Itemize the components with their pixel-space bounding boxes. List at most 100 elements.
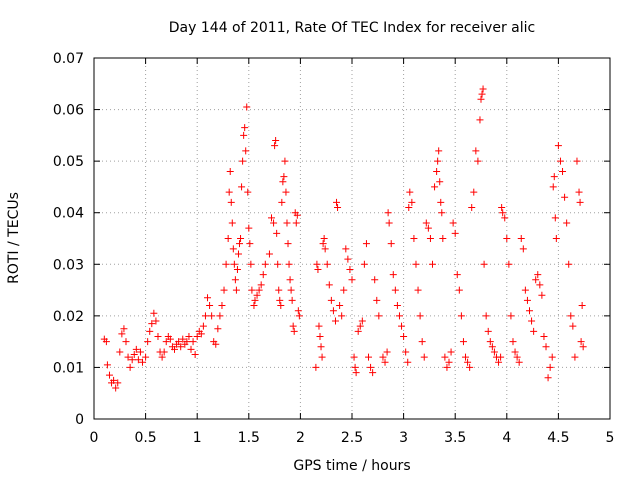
data-point: [501, 214, 509, 222]
data-point: [193, 332, 201, 340]
data-point: [245, 224, 253, 232]
y-tick-label: 0.04: [53, 206, 84, 222]
data-point: [385, 219, 393, 227]
data-point: [214, 325, 222, 333]
data-point: [270, 219, 278, 227]
data-point: [146, 327, 154, 335]
data-point: [312, 363, 320, 371]
data-point: [333, 198, 341, 206]
data-point: [497, 353, 505, 361]
data-point: [255, 286, 263, 294]
data-point: [160, 348, 168, 356]
data-point: [455, 286, 463, 294]
data-point: [103, 361, 111, 369]
data-point: [420, 353, 428, 361]
data-point: [228, 219, 236, 227]
data-point: [281, 157, 289, 165]
data-point: [244, 188, 252, 196]
data-point: [441, 353, 449, 361]
x-tick-label: 2: [296, 430, 305, 446]
data-point: [540, 332, 548, 340]
data-point: [459, 338, 467, 346]
data-point: [453, 271, 461, 279]
data-point: [369, 369, 377, 377]
data-point: [470, 188, 478, 196]
data-point: [476, 116, 484, 124]
data-point: [559, 167, 567, 175]
data-point: [565, 260, 573, 268]
data-point: [206, 302, 214, 310]
data-point: [114, 379, 122, 387]
data-point: [422, 219, 430, 227]
data-point: [348, 276, 356, 284]
data-point: [346, 265, 354, 273]
data-point: [112, 384, 120, 392]
data-point: [276, 296, 284, 304]
data-point: [548, 353, 556, 361]
data-point: [144, 338, 152, 346]
data-point: [499, 209, 507, 217]
grid: [94, 58, 610, 419]
axis-ticks: 0 0.5 1 1.5 2 2.5 3 3.5 4 4.5 5 0 0.01 0.02 0.03 0.04 0.…: [53, 51, 615, 446]
data-point: [579, 343, 587, 351]
data-point: [170, 345, 178, 353]
data-point: [336, 302, 344, 310]
data-point: [521, 286, 529, 294]
data-point: [139, 358, 147, 366]
data-point: [272, 137, 280, 145]
data-point: [439, 235, 447, 242]
data-point: [479, 85, 487, 93]
data-point: [434, 157, 442, 165]
data-point: [549, 183, 557, 191]
data-point: [319, 240, 327, 248]
data-point: [321, 245, 329, 253]
data-point: [148, 320, 156, 328]
data-point: [468, 204, 476, 212]
data-point: [563, 219, 571, 227]
data-point: [230, 260, 238, 268]
x-tick-label: 4.5: [547, 430, 569, 446]
data-point: [323, 260, 331, 268]
data-point: [275, 286, 283, 294]
data-point: [544, 374, 552, 382]
data-point: [279, 178, 287, 186]
data-point: [389, 271, 397, 279]
data-point: [517, 235, 525, 242]
data-point: [490, 348, 498, 356]
data-point: [530, 327, 538, 335]
data-point: [573, 157, 581, 165]
data-point: [102, 338, 110, 346]
data-point: [105, 371, 113, 379]
data-point: [334, 204, 342, 212]
x-tick-label: 0.5: [134, 430, 156, 446]
data-point: [183, 338, 191, 346]
data-point: [342, 245, 350, 253]
data-point: [365, 353, 373, 361]
data-point: [142, 353, 150, 361]
data-point: [282, 188, 290, 196]
data-point: [257, 281, 265, 289]
data-point: [289, 322, 297, 330]
data-point: [395, 312, 403, 320]
data-point: [350, 353, 358, 361]
data-point: [358, 317, 366, 325]
data-point: [239, 157, 247, 165]
data-point: [551, 214, 559, 222]
data-point: [124, 353, 132, 361]
data-point: [575, 188, 583, 196]
data-point: [331, 317, 339, 325]
data-point: [412, 260, 420, 268]
data-point: [405, 204, 413, 212]
data-point: [367, 363, 375, 371]
data-point: [212, 340, 220, 348]
data-point: [578, 302, 586, 310]
chart-title: Day 144 of 2011, Rate Of TEC Index for r…: [169, 20, 535, 36]
data-point: [482, 312, 490, 320]
data-point: [327, 296, 335, 304]
x-axis-label: GPS time / hours: [293, 458, 410, 474]
data-point: [277, 302, 285, 310]
data-point: [488, 343, 496, 351]
data-point: [507, 312, 515, 320]
data-point: [314, 265, 322, 273]
